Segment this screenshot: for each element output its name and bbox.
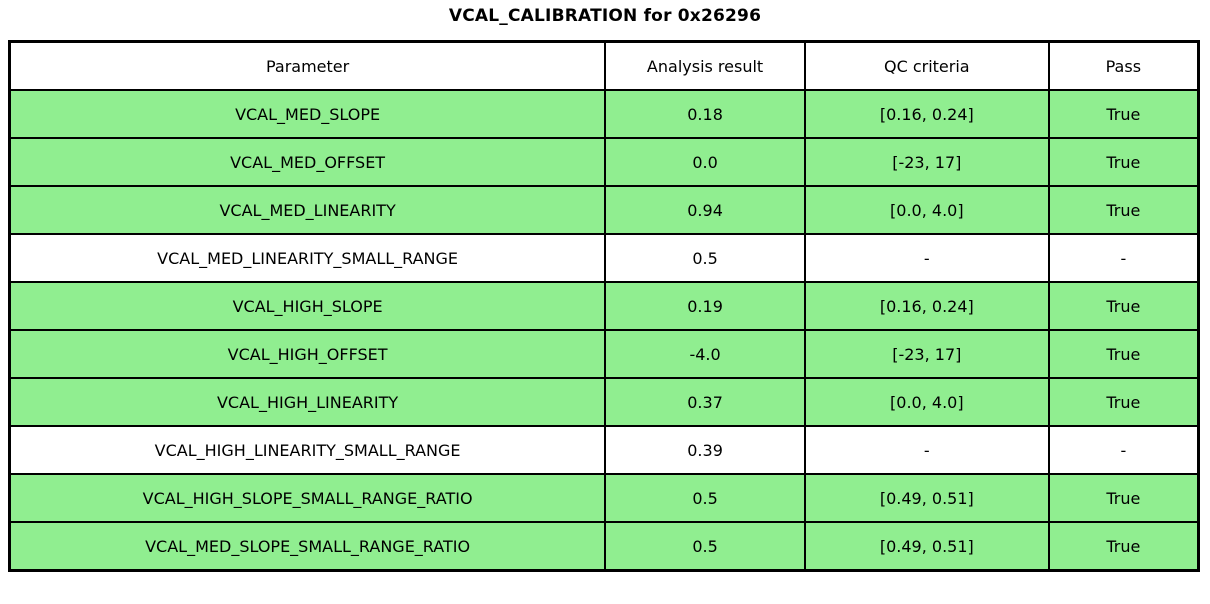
table-row: VCAL_HIGH_LINEARITY 0.37 [0.0, 4.0] True — [8, 377, 1200, 427]
qc-results-table: Parameter Analysis result QC criteria Pa… — [8, 40, 1200, 572]
table-row: VCAL_HIGH_SLOPE 0.19 [0.16, 0.24] True — [8, 281, 1200, 331]
result-cell: 0.18 — [604, 89, 806, 139]
result-cell: 0.37 — [604, 377, 806, 427]
pass-cell: True — [1047, 521, 1200, 572]
param-cell: VCAL_MED_LINEARITY_SMALL_RANGE — [8, 233, 607, 283]
qc-cell: [-23, 17] — [803, 137, 1050, 187]
qc-cell: [0.16, 0.24] — [803, 89, 1050, 139]
param-cell: VCAL_HIGH_SLOPE_SMALL_RANGE_RATIO — [8, 473, 607, 523]
pass-cell: True — [1047, 473, 1200, 523]
result-cell: 0.0 — [604, 137, 806, 187]
qc-cell: [-23, 17] — [803, 329, 1050, 379]
qc-cell: [0.49, 0.51] — [803, 521, 1050, 572]
column-header-analysis-result: Analysis result — [604, 40, 806, 91]
table-row: VCAL_HIGH_LINEARITY_SMALL_RANGE 0.39 - - — [8, 425, 1200, 475]
qc-cell: - — [803, 233, 1050, 283]
param-cell: VCAL_HIGH_OFFSET — [8, 329, 607, 379]
param-cell: VCAL_HIGH_LINEARITY — [8, 377, 607, 427]
column-header-qc-criteria: QC criteria — [803, 40, 1050, 91]
pass-cell: True — [1047, 185, 1200, 235]
qc-cell: [0.0, 4.0] — [803, 377, 1050, 427]
result-cell: -4.0 — [604, 329, 806, 379]
param-cell: VCAL_MED_SLOPE — [8, 89, 607, 139]
table-row: VCAL_MED_LINEARITY 0.94 [0.0, 4.0] True — [8, 185, 1200, 235]
param-cell: VCAL_HIGH_LINEARITY_SMALL_RANGE — [8, 425, 607, 475]
result-cell: 0.5 — [604, 473, 806, 523]
pass-cell: - — [1047, 425, 1200, 475]
table-row: VCAL_MED_SLOPE_SMALL_RANGE_RATIO 0.5 [0.… — [8, 521, 1200, 572]
result-cell: 0.94 — [604, 185, 806, 235]
qc-cell: - — [803, 425, 1050, 475]
pass-cell: True — [1047, 89, 1200, 139]
param-cell: VCAL_HIGH_SLOPE — [8, 281, 607, 331]
column-header-pass: Pass — [1047, 40, 1200, 91]
pass-cell: - — [1047, 233, 1200, 283]
result-cell: 0.5 — [604, 521, 806, 572]
pass-cell: True — [1047, 281, 1200, 331]
param-cell: VCAL_MED_LINEARITY — [8, 185, 607, 235]
pass-cell: True — [1047, 377, 1200, 427]
qc-cell: [0.49, 0.51] — [803, 473, 1050, 523]
page-title: VCAL_CALIBRATION for 0x26296 — [448, 6, 762, 26]
table-row: VCAL_MED_SLOPE 0.18 [0.16, 0.24] True — [8, 89, 1200, 139]
pass-cell: True — [1047, 137, 1200, 187]
result-cell: 0.5 — [604, 233, 806, 283]
table-row: VCAL_MED_LINEARITY_SMALL_RANGE 0.5 - - — [8, 233, 1200, 283]
param-cell: VCAL_MED_OFFSET — [8, 137, 607, 187]
pass-cell: True — [1047, 329, 1200, 379]
qc-cell: [0.0, 4.0] — [803, 185, 1050, 235]
param-cell: VCAL_MED_SLOPE_SMALL_RANGE_RATIO — [8, 521, 607, 572]
qc-cell: [0.16, 0.24] — [803, 281, 1050, 331]
result-cell: 0.19 — [604, 281, 806, 331]
table-row: VCAL_HIGH_SLOPE_SMALL_RANGE_RATIO 0.5 [0… — [8, 473, 1200, 523]
table-row: VCAL_MED_OFFSET 0.0 [-23, 17] True — [8, 137, 1200, 187]
table-row: VCAL_HIGH_OFFSET -4.0 [-23, 17] True — [8, 329, 1200, 379]
result-cell: 0.39 — [604, 425, 806, 475]
column-header-parameter: Parameter — [8, 40, 607, 91]
table-header-row: Parameter Analysis result QC criteria Pa… — [8, 40, 1200, 91]
